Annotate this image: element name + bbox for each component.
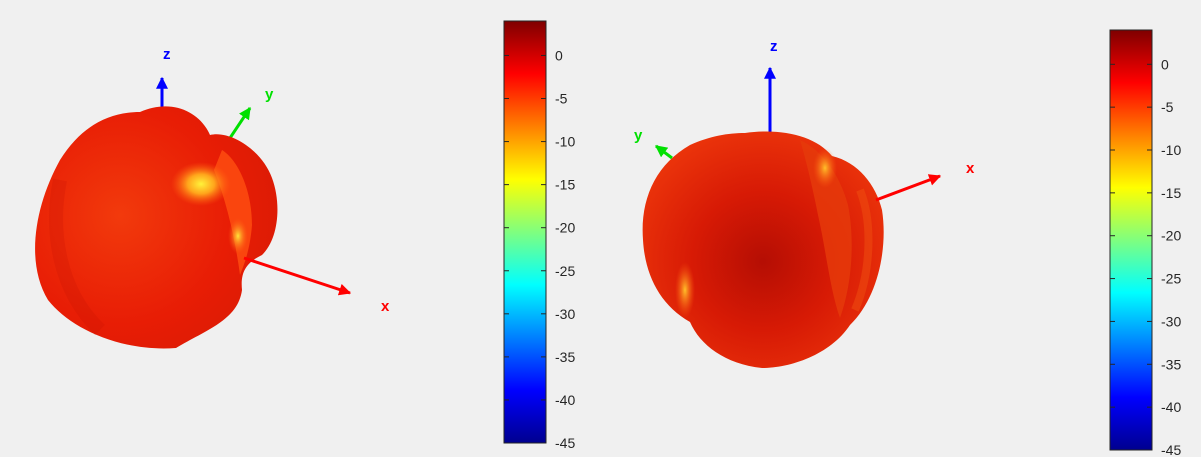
z-axis-label-2: z [770, 38, 778, 55]
x-axis-arrow-2 [875, 174, 942, 202]
colorbar-2: 0 -5 -10 -15 -20 -25 -30 -35 -40 -45 [1109, 29, 1181, 457]
colorbar-1-gradient [503, 20, 547, 444]
z-axis-label-1: z [163, 46, 171, 63]
x-axis-label-2: x [966, 160, 975, 177]
colorbar-1-tick-label: -20 [555, 220, 575, 236]
x-axis-arrow-1 [243, 256, 352, 296]
colorbar-2-ticks: 0 -5 -10 -15 -20 -25 -30 -35 -40 -45 [1110, 56, 1181, 457]
colorbar-1-tick-label: 0 [555, 47, 563, 63]
colorbar-1-tick-label: -10 [555, 134, 575, 150]
colorbar-2-tick-label: -5 [1161, 99, 1174, 115]
colorbar-1-tick-label: -30 [555, 306, 575, 322]
colorbar-2-tick-label: 0 [1161, 56, 1169, 72]
colorbar-1-tick-label: -15 [555, 177, 575, 193]
surface-plot-1: x y z [35, 46, 390, 349]
colorbar-2-tick-label: -35 [1161, 356, 1181, 372]
colorbar-1-tick-label: -5 [555, 91, 568, 107]
y-axis-label-1: y [265, 86, 274, 103]
colorbar-2-tick-label: -40 [1161, 399, 1181, 415]
y-axis-label-2: y [634, 127, 643, 144]
colorbar-2-gradient [1109, 29, 1153, 451]
colorbar-1-ticks: 0 -5 -10 -15 -20 -25 -30 -35 -40 -45 [504, 47, 575, 451]
colorbar-2-tick-label: -20 [1161, 228, 1181, 244]
colorbar-1-tick-label: -35 [555, 349, 575, 365]
x-axis-label-1: x [381, 298, 390, 315]
surface-plot-2: x y z [634, 38, 975, 368]
colorbar-2-tick-label: -45 [1161, 442, 1181, 457]
colorbar-1-tick-label: -40 [555, 392, 575, 408]
colorbar-2-tick-label: -30 [1161, 313, 1181, 329]
y-axis-arrow-2 [655, 144, 673, 160]
colorbar-1: 0 -5 -10 -15 -20 -25 -30 -35 -40 -45 [503, 20, 575, 451]
colorbar-2-tick-label: -10 [1161, 142, 1181, 158]
colorbar-2-tick-label: -15 [1161, 185, 1181, 201]
colorbar-2-tick-label: -25 [1161, 271, 1181, 287]
colorbar-1-tick-label: -45 [555, 435, 575, 451]
colorbar-1-tick-label: -25 [555, 263, 575, 279]
